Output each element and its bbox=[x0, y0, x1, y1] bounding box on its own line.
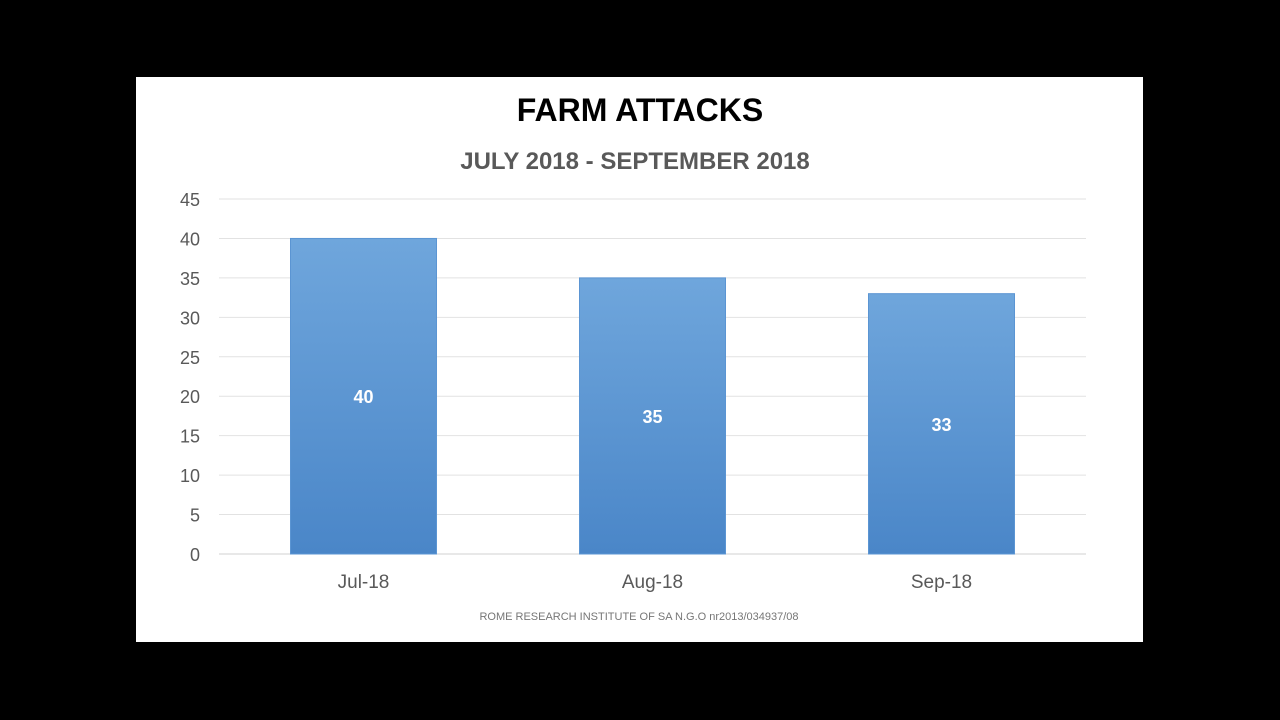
y-tick-label: 15 bbox=[180, 427, 200, 447]
y-tick-label: 10 bbox=[180, 466, 200, 486]
bar bbox=[290, 237, 437, 555]
bar bbox=[868, 293, 1015, 555]
y-tick-label: 5 bbox=[190, 506, 200, 526]
bar bbox=[579, 277, 726, 555]
y-tick-label: 30 bbox=[180, 308, 200, 328]
y-tick-label: 35 bbox=[180, 269, 200, 289]
y-tick-label: 40 bbox=[180, 229, 200, 249]
y-tick-label: 25 bbox=[180, 348, 200, 368]
x-axis-ticks: Jul-18 Aug-18 Sep-18 bbox=[338, 572, 973, 593]
bars: 40 35 33 bbox=[290, 237, 1015, 555]
x-tick-label: Sep-18 bbox=[911, 572, 972, 593]
y-tick-label: 0 bbox=[190, 545, 200, 565]
chart-title: FARM ATTACKS bbox=[516, 92, 764, 128]
x-tick-label: Aug-18 bbox=[622, 572, 683, 593]
y-axis-ticks: 0 5 10 15 20 25 30 35 40 45 bbox=[180, 190, 200, 565]
bar-value-label: 35 bbox=[642, 407, 662, 427]
bar-value-label: 40 bbox=[353, 387, 373, 407]
bar-value-label: 33 bbox=[931, 415, 951, 435]
y-tick-label: 20 bbox=[180, 387, 200, 407]
y-tick-label: 45 bbox=[180, 190, 200, 210]
x-tick-label: Jul-18 bbox=[338, 572, 390, 593]
source-caption: ROME RESEARCH INSTITUTE OF SA N.G.O nr20… bbox=[479, 611, 799, 623]
chart-subtitle: JULY 2018 - SEPTEMBER 2018 bbox=[460, 148, 810, 175]
